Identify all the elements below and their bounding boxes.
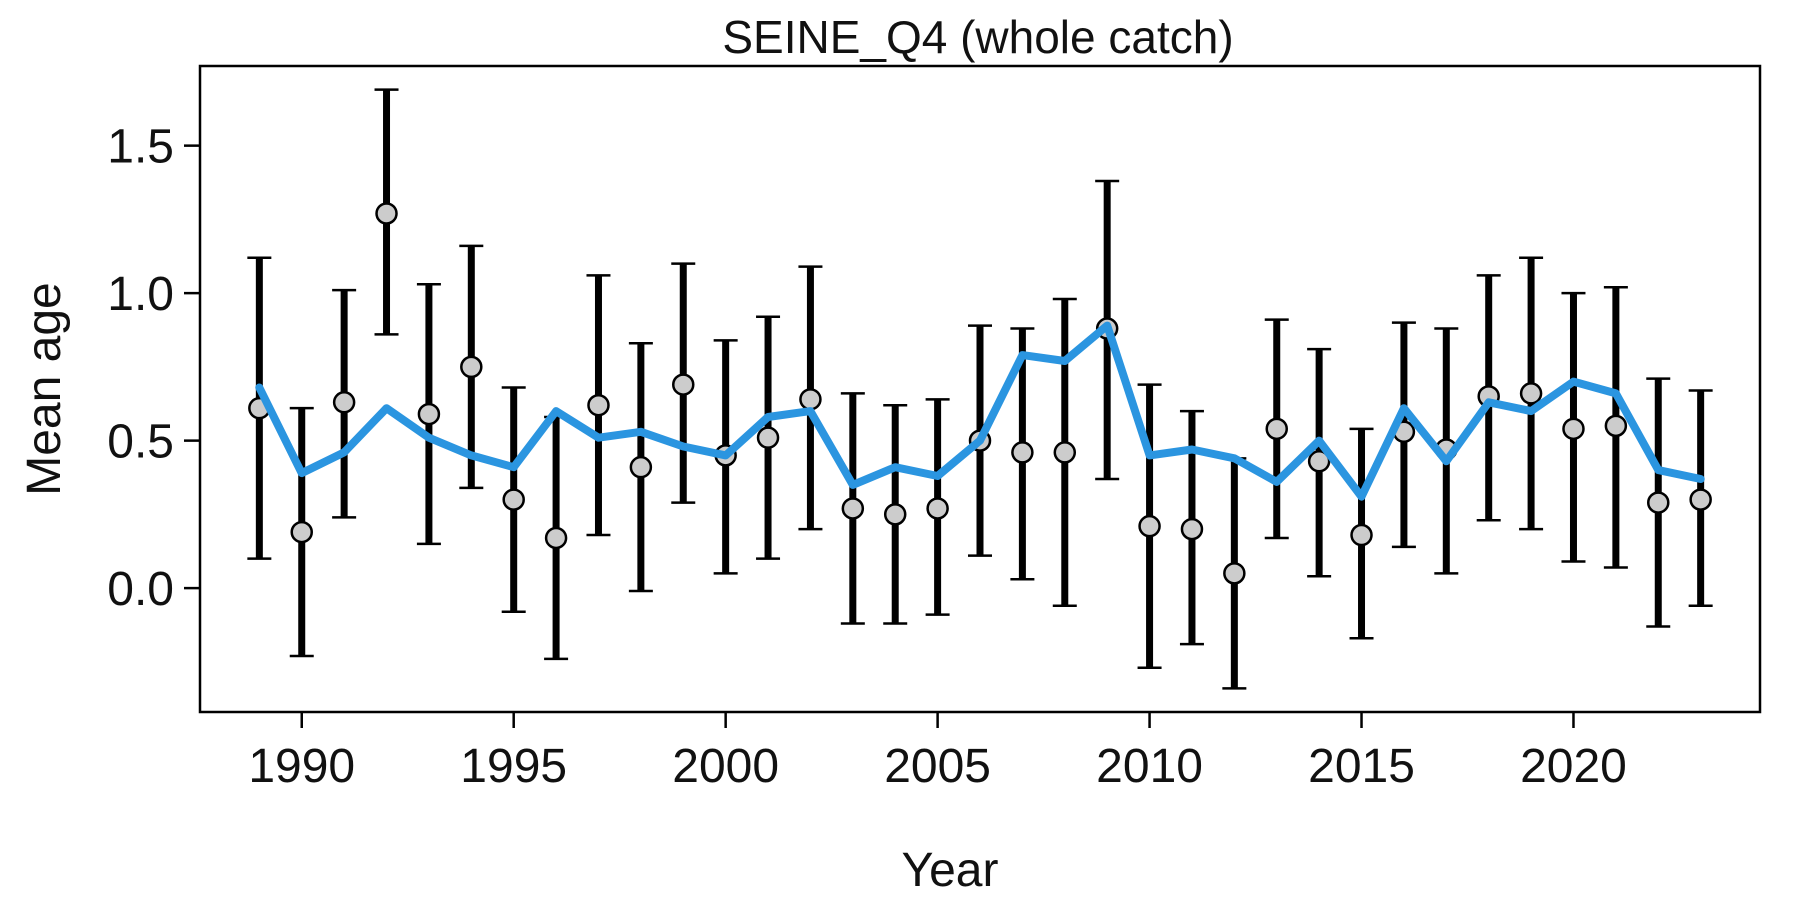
data-point	[1689, 488, 1712, 511]
y-tick-label: 1.0	[107, 268, 174, 321]
data-point	[587, 393, 610, 417]
data-point	[544, 526, 568, 550]
y-tick-label: 0.0	[107, 563, 174, 616]
data-point	[290, 520, 313, 544]
data-point	[841, 497, 865, 520]
plot-frame	[198, 64, 1762, 714]
data-point	[1307, 450, 1331, 473]
data-point	[1180, 517, 1204, 541]
x-tick-label: 2020	[1520, 740, 1627, 793]
chart-title: SEINE_Q4 (whole catch)	[722, 11, 1233, 63]
y-axis-title: Mean age	[18, 282, 71, 496]
x-tick-label: 2010	[1096, 740, 1203, 793]
y-tick-label: 1.5	[107, 121, 174, 174]
data-point	[1011, 441, 1034, 464]
data-point	[1138, 514, 1161, 538]
x-tick-label: 1995	[460, 740, 567, 793]
data-point	[756, 426, 780, 449]
data-point	[883, 503, 907, 526]
x-axis-title: Year	[902, 844, 999, 897]
data-point	[1350, 523, 1373, 547]
y-tick-label: 0.5	[107, 416, 174, 469]
axes: 1990 1995 2000 2005 2010 2015 2020 0.0 0.5 1.0 1.5	[107, 121, 1627, 793]
x-tick-label: 2015	[1308, 740, 1415, 793]
data-point	[332, 391, 356, 414]
data-point	[502, 488, 525, 511]
data-point	[1604, 414, 1628, 438]
data-point	[1647, 491, 1670, 514]
data-point	[375, 202, 398, 225]
x-tick-label: 2005	[884, 740, 991, 793]
expected-line	[255, 321, 1705, 501]
data-point	[926, 497, 949, 520]
plot-marks	[247, 88, 1713, 690]
data-point	[417, 402, 441, 426]
data-point	[629, 455, 653, 479]
data-point	[1223, 562, 1246, 585]
data-point	[1265, 417, 1288, 441]
data-point	[1519, 382, 1543, 405]
data-point	[672, 373, 695, 396]
data-point	[1053, 441, 1077, 464]
data-point	[1562, 417, 1585, 441]
data-point	[799, 388, 822, 411]
x-tick-label: 2000	[672, 740, 779, 793]
data-point	[460, 355, 483, 379]
x-tick-label: 1990	[248, 740, 355, 793]
